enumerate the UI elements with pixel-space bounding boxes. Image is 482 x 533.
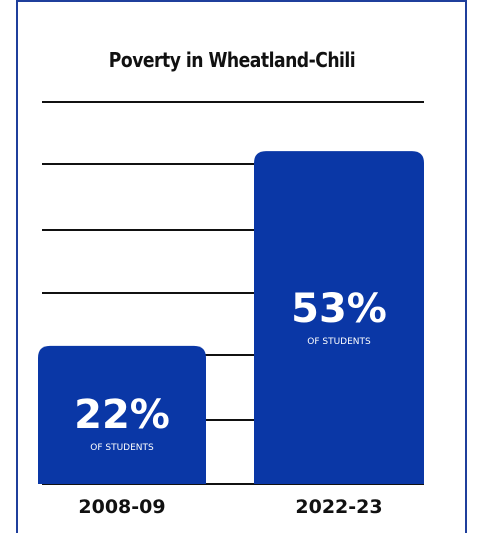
data-label-unit: OF STUDENTS — [90, 443, 154, 453]
data-labels: 22% OF STUDENTS 53% OF STUDENTS — [74, 286, 387, 453]
data-label-value: 22% — [74, 392, 170, 438]
chart-title: Poverty in Wheatland-Chili — [108, 48, 356, 72]
bars — [38, 151, 424, 484]
bar-2008-09 — [38, 345, 206, 484]
x-tick-label: 2022-23 — [295, 496, 382, 518]
x-axis-tick-labels: 2008-09 2022-23 — [78, 496, 382, 518]
x-tick-label: 2008-09 — [78, 496, 165, 518]
bar-2022-23 — [254, 151, 424, 484]
data-label-unit: OF STUDENTS — [307, 337, 371, 347]
data-label-value: 53% — [291, 286, 387, 332]
